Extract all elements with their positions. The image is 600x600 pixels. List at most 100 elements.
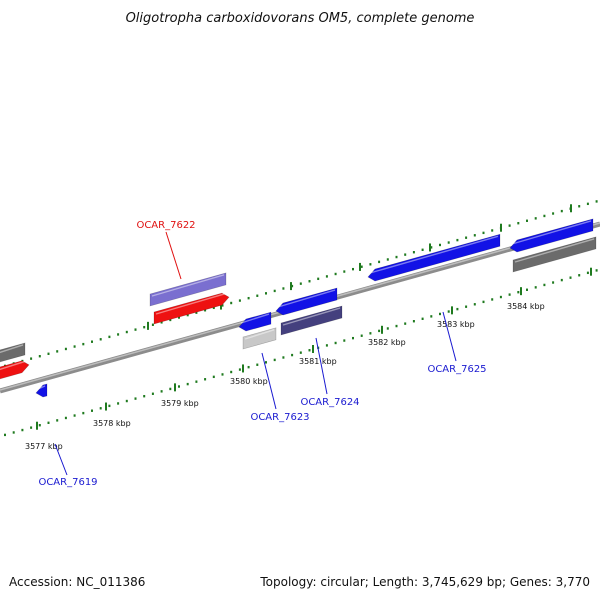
gene-label[interactable]: OCAR_7625 <box>427 364 486 375</box>
outer-ring-minor-tick <box>560 209 563 213</box>
gene-arrow[interactable] <box>512 236 597 273</box>
inner-ring-minor-tick <box>230 370 233 374</box>
gene-label-leader <box>261 352 277 410</box>
outer-ring-minor-tick <box>395 255 398 259</box>
inner-ring-minor-tick <box>325 344 328 347</box>
inner-ring-minor-tick <box>204 378 207 381</box>
inner-ring-minor-tick <box>569 276 572 279</box>
inner-ring-minor-tick <box>247 365 250 369</box>
gene-label-leader <box>54 443 68 476</box>
inner-ring-minor-tick <box>378 329 381 333</box>
outer-ring-minor-tick <box>508 224 511 227</box>
outer-ring-minor-tick <box>534 217 537 220</box>
gene-arrow[interactable] <box>0 342 26 363</box>
outer-ring-minor-tick <box>482 231 485 235</box>
inner-ring-minor-tick <box>543 283 546 287</box>
inner-ring-minor-tick <box>151 392 154 395</box>
inner-ring-minor-tick <box>160 390 163 393</box>
outer-ring-minor-tick <box>421 248 424 251</box>
inner-ring-minor-tick <box>291 353 294 357</box>
inner-ring-minor-tick <box>64 416 67 420</box>
outer-ring-minor-tick <box>595 200 598 203</box>
inner-ring-minor-tick <box>282 356 285 359</box>
inner-ring-minor-tick <box>526 288 528 291</box>
outer-ring-minor-tick <box>212 306 215 310</box>
outer-ring-minor-tick <box>160 321 163 324</box>
inner-ring-minor-tick <box>482 300 485 304</box>
inner-ring-minor-tick <box>169 387 172 391</box>
gene-label-leader <box>315 337 328 395</box>
outer-ring-minor-tick <box>169 318 172 322</box>
outer-ring-minor-tick <box>151 323 154 326</box>
inner-ring-minor-tick <box>412 320 415 323</box>
inner-ring-minor-tick <box>430 315 433 318</box>
gene-arrow[interactable] <box>149 272 227 307</box>
gene-feature-layer <box>0 218 597 398</box>
map-title: Oligotropha carboxidovorans OM5, complet… <box>126 11 475 26</box>
outer-ring-minor-tick <box>247 296 250 300</box>
inner-ring-minor-tick <box>56 419 59 422</box>
scale-label: 3583 kbp <box>437 320 475 329</box>
inner-ring-minor-tick <box>117 402 120 405</box>
gene-arrow[interactable] <box>509 218 594 253</box>
inner-ring-minor-tick <box>552 281 555 284</box>
inner-ring-minor-tick <box>308 349 311 352</box>
outer-ring-minor-tick <box>465 236 468 239</box>
gene-arrow[interactable] <box>367 233 501 282</box>
outer-ring-minor-tick <box>325 275 328 278</box>
outer-ring-minor-tick <box>552 212 555 215</box>
outer-ring-minor-tick <box>73 345 76 348</box>
inner-ring-minor-tick <box>439 312 441 316</box>
gene-arrow[interactable] <box>242 327 277 350</box>
outer-ring-minor-tick <box>204 309 207 312</box>
inner-ring-minor-tick <box>4 433 6 437</box>
outer-ring-minor-tick <box>317 277 320 281</box>
outer-ring-minor-tick <box>386 258 389 261</box>
gene-arrow[interactable] <box>0 360 30 380</box>
inner-ring-minor-tick <box>404 322 407 325</box>
inner-ring-minor-tick <box>91 409 93 412</box>
gene-arrow-sheen <box>240 313 270 324</box>
gene-arrow[interactable] <box>153 292 230 325</box>
outer-ring-minor-tick <box>517 221 520 225</box>
gene-label[interactable]: OCAR_7619 <box>38 477 97 488</box>
inner-ring-minor-tick <box>195 380 198 383</box>
gene-arrow[interactable] <box>238 311 272 332</box>
outer-ring-minor-tick <box>447 241 450 244</box>
scale-label: 3581 kbp <box>299 357 337 366</box>
outer-ring-minor-tick <box>186 313 189 317</box>
outer-ring-minor-tick <box>412 251 415 254</box>
inner-ring-minor-tick <box>491 298 494 301</box>
inner-ring-minor-tick <box>386 327 389 330</box>
inner-ring-minor-tick <box>508 293 511 296</box>
inner-ring-minor-tick <box>447 310 450 313</box>
gene-arrow[interactable] <box>35 383 48 398</box>
inner-ring-minor-tick <box>238 368 241 371</box>
outer-ring-minor-tick <box>195 311 198 314</box>
inner-ring-minor-tick <box>21 428 24 432</box>
gene-label[interactable]: OCAR_7624 <box>300 397 359 408</box>
outer-ring-minor-tick <box>221 304 224 307</box>
gene-arrow-sheen <box>511 220 592 245</box>
genome-summary-text: Topology: circular; Length: 3,745,629 bp… <box>259 575 590 589</box>
inner-ring-minor-tick <box>560 278 563 282</box>
gene-arrow[interactable] <box>280 305 343 336</box>
gene-arrow[interactable] <box>275 287 338 316</box>
inner-ring-minor-tick <box>108 404 111 408</box>
outer-ring-minor-tick <box>99 338 102 341</box>
inner-ring-minor-tick <box>30 426 33 429</box>
gene-label[interactable]: OCAR_7622 <box>136 220 195 231</box>
outer-ring-minor-tick <box>378 260 381 264</box>
inner-ring-minor-tick <box>99 407 102 410</box>
outer-ring-minor-tick <box>56 350 59 353</box>
inner-ring-minor-tick <box>360 334 363 337</box>
inner-ring-minor-tick <box>465 305 468 308</box>
gene-arrow-sheen <box>151 274 225 297</box>
outer-ring-minor-tick <box>125 330 128 334</box>
outer-ring-minor-tick <box>265 292 267 295</box>
outer-ring-minor-tick <box>117 333 120 336</box>
gene-label[interactable]: OCAR_7623 <box>250 412 309 423</box>
inner-ring-minor-tick <box>273 358 276 362</box>
scale-label: 3582 kbp <box>368 338 406 347</box>
